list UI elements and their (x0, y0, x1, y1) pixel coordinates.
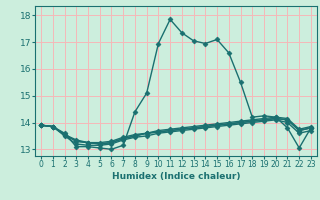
X-axis label: Humidex (Indice chaleur): Humidex (Indice chaleur) (112, 172, 240, 181)
